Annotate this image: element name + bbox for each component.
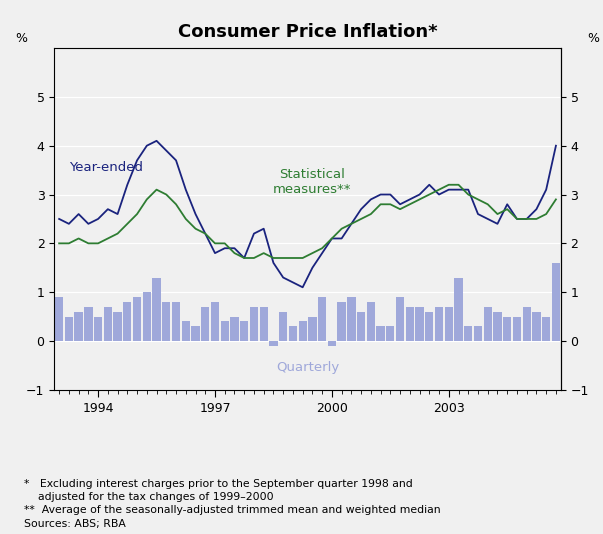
Text: %: % — [588, 32, 600, 45]
Bar — [298, 321, 307, 341]
Bar — [386, 326, 394, 341]
Bar — [464, 326, 472, 341]
Bar — [338, 302, 346, 341]
Bar — [435, 307, 443, 341]
Bar — [123, 302, 131, 341]
Bar — [328, 341, 336, 346]
Bar — [162, 302, 171, 341]
Bar — [289, 326, 297, 341]
Bar — [542, 317, 551, 341]
Bar — [396, 297, 404, 341]
Bar — [104, 307, 112, 341]
Bar — [455, 278, 463, 341]
Title: Consumer Price Inflation*: Consumer Price Inflation* — [178, 23, 437, 41]
Bar — [279, 312, 287, 341]
Bar — [425, 312, 434, 341]
Bar — [367, 302, 375, 341]
Bar — [308, 317, 317, 341]
Bar — [415, 307, 424, 341]
Bar — [259, 307, 268, 341]
Text: Quarterly: Quarterly — [276, 362, 339, 374]
Bar — [444, 307, 453, 341]
Bar — [270, 341, 277, 346]
Bar — [532, 312, 540, 341]
Bar — [552, 263, 560, 341]
Bar — [406, 307, 414, 341]
Bar — [94, 317, 103, 341]
Bar — [503, 317, 511, 341]
Bar — [240, 321, 248, 341]
Bar — [113, 312, 122, 341]
Bar — [376, 326, 385, 341]
Bar — [172, 302, 180, 341]
Text: Statistical
measures**: Statistical measures** — [273, 168, 352, 195]
Bar — [65, 317, 73, 341]
Bar — [182, 321, 190, 341]
Bar — [143, 292, 151, 341]
Bar — [357, 312, 365, 341]
Bar — [201, 307, 209, 341]
Bar — [318, 297, 326, 341]
Bar — [211, 302, 219, 341]
Text: Year-ended: Year-ended — [69, 161, 143, 174]
Bar — [523, 307, 531, 341]
Bar — [75, 312, 83, 341]
Bar — [484, 307, 492, 341]
Bar — [55, 297, 63, 341]
Bar — [191, 326, 200, 341]
Bar — [133, 297, 141, 341]
Bar — [153, 278, 160, 341]
Bar — [250, 307, 258, 341]
Bar — [513, 317, 521, 341]
Bar — [84, 307, 92, 341]
Text: *   Excluding interest charges prior to the September quarter 1998 and
    adjus: * Excluding interest charges prior to th… — [24, 479, 441, 529]
Bar — [493, 312, 502, 341]
Bar — [474, 326, 482, 341]
Bar — [221, 321, 229, 341]
Text: %: % — [15, 32, 27, 45]
Bar — [347, 297, 356, 341]
Bar — [230, 317, 239, 341]
